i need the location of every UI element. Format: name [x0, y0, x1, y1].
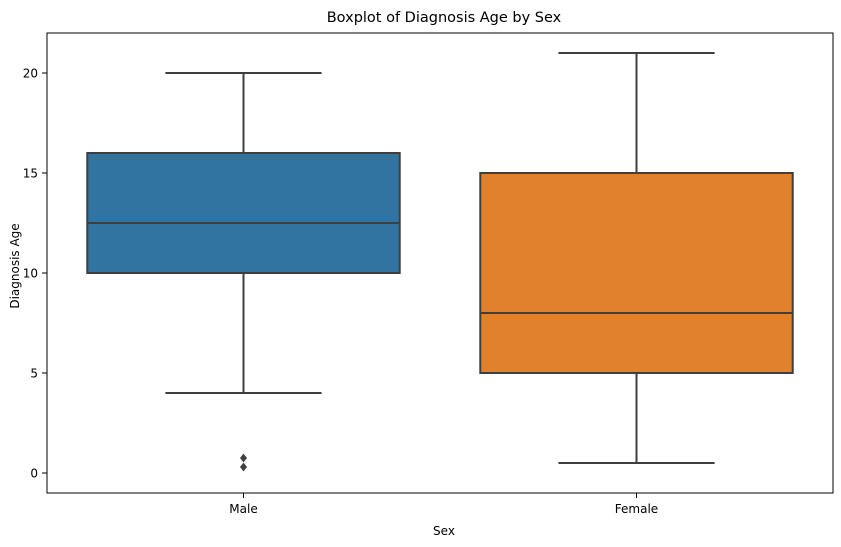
box-iqr [479, 172, 794, 374]
x-tick-label: Female [615, 502, 658, 516]
outlier-point [239, 462, 248, 472]
y-tick-label: 20 [23, 67, 38, 81]
y-axis-label: Diagnosis Age [8, 223, 22, 308]
y-tick-label: 5 [30, 367, 38, 381]
y-tick-label: 0 [30, 467, 38, 481]
y-tick-label: 15 [23, 167, 38, 181]
axes-frame [46, 32, 834, 494]
outlier-point [239, 453, 248, 463]
plot-area [86, 52, 794, 472]
box-male [86, 72, 401, 472]
x-axis: Male Female [229, 493, 658, 516]
x-axis-label: Sex [433, 524, 455, 538]
y-axis: 0 5 10 15 20 [23, 67, 47, 481]
box-female [479, 52, 794, 464]
y-tick-label: 10 [23, 267, 38, 281]
x-tick-label: Male [229, 502, 257, 516]
box-iqr [86, 152, 401, 274]
chart-title: Boxplot of Diagnosis Age by Sex [327, 10, 562, 26]
